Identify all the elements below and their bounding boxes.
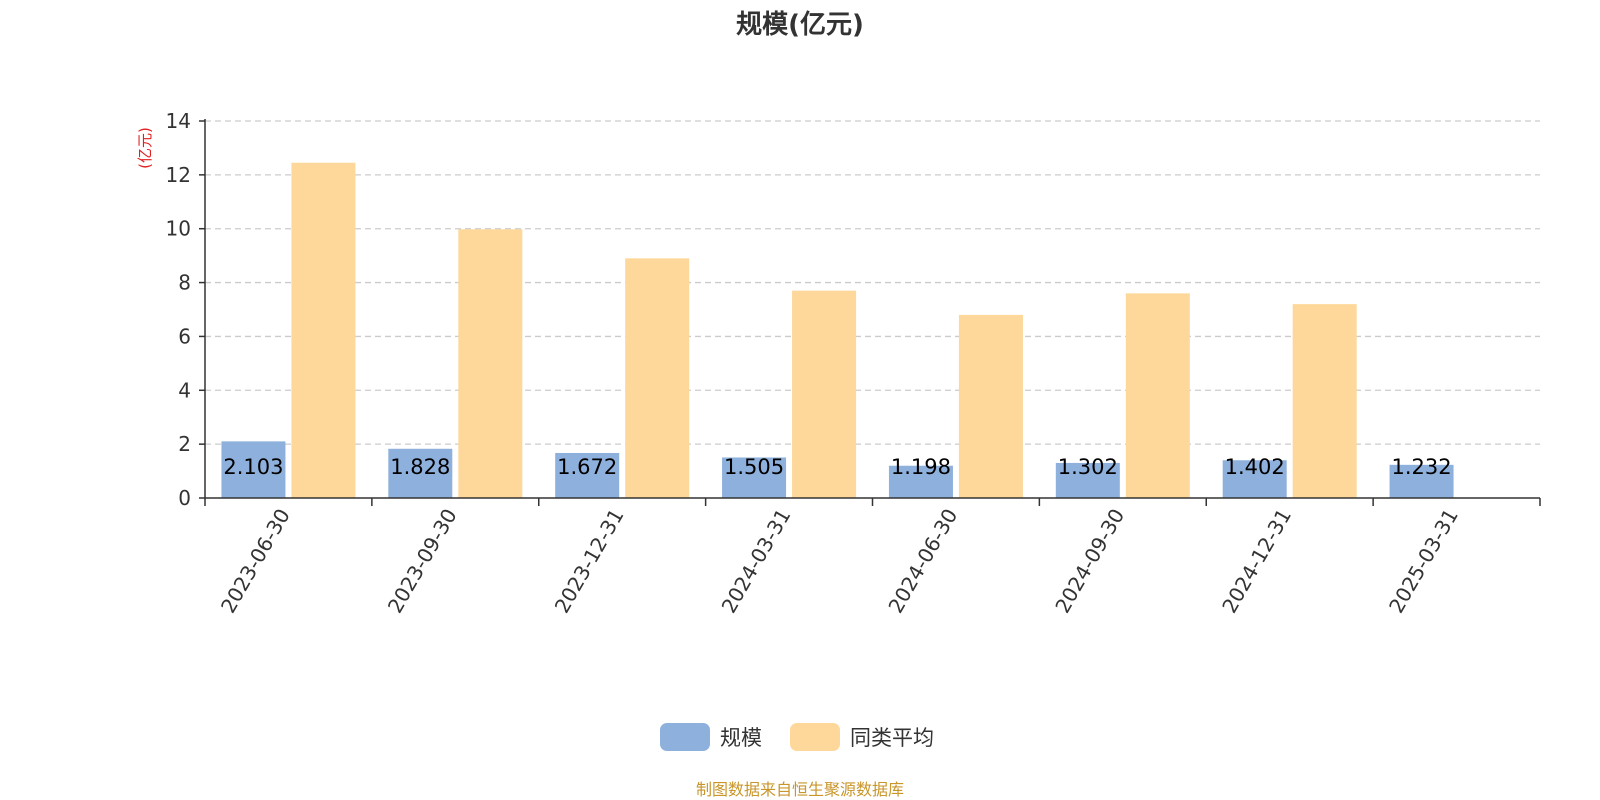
bar-peer-average[interactable] <box>1125 293 1190 498</box>
bar-value-label: 1.402 <box>1225 455 1285 479</box>
bar-scale[interactable] <box>722 457 787 498</box>
bar-peer-average[interactable] <box>458 229 523 498</box>
bar-value-label: 1.828 <box>390 455 450 479</box>
bar-scale[interactable] <box>1389 464 1454 498</box>
legend-label: 规模 <box>720 726 762 750</box>
bar-peer-average[interactable] <box>625 258 690 498</box>
bar-value-label: 1.198 <box>891 455 951 479</box>
x-tick-label: 2023-06-30 <box>216 505 295 618</box>
bar-peer-average[interactable] <box>792 290 857 498</box>
x-tick-label: 2024-12-31 <box>1217 505 1296 618</box>
y-tick-label: 10 <box>166 217 191 241</box>
x-tick-label: 2023-09-30 <box>383 505 462 618</box>
x-tick-label: 2025-03-31 <box>1384 505 1463 618</box>
x-tick-label: 2023-12-31 <box>550 505 629 618</box>
y-tick-label: 12 <box>166 163 191 187</box>
bar-value-label: 1.302 <box>1058 455 1118 479</box>
y-axis-unit-label: (亿元) <box>136 127 154 169</box>
bar-peer-average[interactable] <box>291 162 356 498</box>
bars <box>221 162 1454 498</box>
x-tick-label: 2024-09-30 <box>1050 505 1129 618</box>
y-tick-label: 8 <box>178 271 191 295</box>
bar-value-label: 1.232 <box>1392 455 1452 479</box>
x-tick-label: 2024-06-30 <box>883 505 962 618</box>
legend-item-peer-average[interactable]: 同类平均 <box>790 723 934 751</box>
bar-scale[interactable] <box>1222 460 1287 498</box>
bar-peer-average[interactable] <box>1292 304 1357 498</box>
bar-scale[interactable] <box>888 465 953 498</box>
legend-swatch <box>790 723 840 751</box>
y-tick-label: 0 <box>178 486 191 510</box>
y-tick-label: 2 <box>178 432 191 456</box>
bar-peer-average[interactable] <box>958 314 1023 498</box>
legend-item-scale[interactable]: 规模 <box>660 723 762 751</box>
legend-label: 同类平均 <box>850 726 934 750</box>
x-tick-label: 2024-03-31 <box>716 505 795 618</box>
bar-value-label: 2.103 <box>223 455 283 479</box>
bar-value-label: 1.505 <box>724 455 784 479</box>
chart-title: 规模(亿元) <box>736 10 864 40</box>
source-note: 制图数据来自恒生聚源数据库 <box>696 780 904 799</box>
y-tick-label: 4 <box>178 378 191 402</box>
bar-value-label: 1.672 <box>557 455 617 479</box>
data-labels: 2.103 1.828 1.672 1.505 1.198 1.302 1.402 1.232 <box>223 455 1451 479</box>
bar-scale[interactable] <box>555 452 620 498</box>
bar-scale[interactable] <box>1055 462 1120 498</box>
legend-swatch <box>660 723 710 751</box>
y-tick-label: 14 <box>166 109 191 133</box>
bar-scale[interactable] <box>221 441 286 498</box>
bar-scale[interactable] <box>388 448 453 498</box>
y-tick-label: 6 <box>178 324 191 348</box>
legend[interactable]: 规模 同类平均 <box>660 723 934 751</box>
